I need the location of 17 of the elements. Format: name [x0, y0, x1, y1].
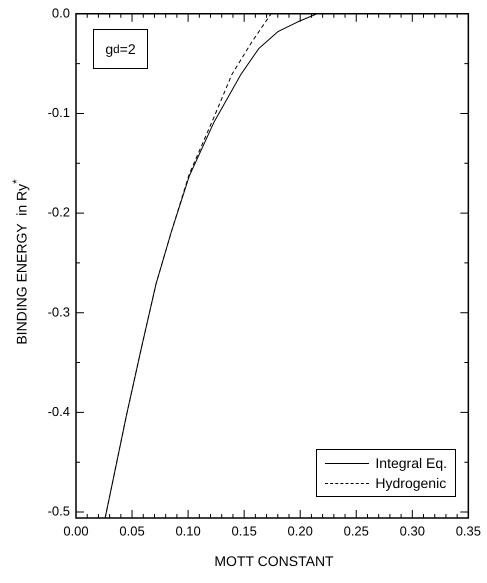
legend-label: Hydrogenic: [375, 475, 446, 491]
x-tick-label: 0.35: [456, 523, 482, 538]
x-tick-label: 0.10: [175, 523, 201, 538]
x-tick-label: 0.20: [288, 523, 313, 538]
y-tick-label: -0.5: [48, 504, 70, 519]
y-tick-label: -0.1: [48, 105, 70, 120]
legend-label: Integral Eq.: [375, 455, 447, 471]
x-tick-label: 0.30: [400, 523, 425, 538]
y-tick-label: -0.2: [48, 204, 70, 220]
y-tick-label: -0.3: [48, 304, 70, 320]
x-tick-label: 0.05: [119, 523, 145, 538]
x-tick-label: 0.15: [231, 523, 257, 538]
y-tick-label: -0.4: [48, 404, 70, 419]
x-axis-title: MOTT CONSTANT: [213, 553, 335, 569]
x-tick-label: 0.25: [344, 523, 369, 538]
y-tick-label: 0.0: [52, 5, 70, 20]
x-tick-label: 0.00: [63, 523, 89, 538]
